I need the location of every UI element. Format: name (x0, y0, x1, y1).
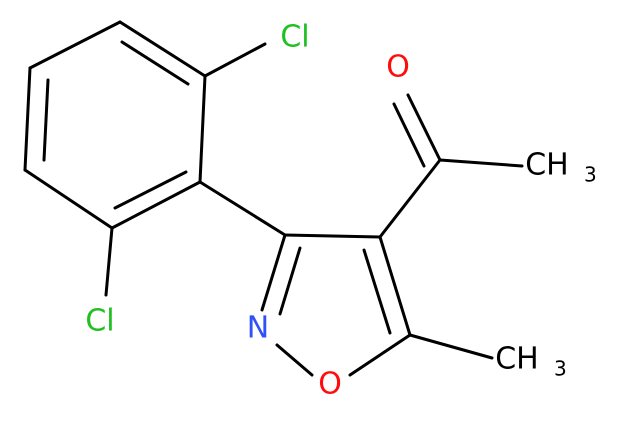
atom-label: CH (525, 148, 569, 183)
atom-label: N (247, 311, 269, 346)
atom-label: O (318, 367, 342, 402)
bonds (23, 20, 524, 377)
atom-label: Cl (85, 304, 114, 339)
atom-label: CH (495, 342, 539, 377)
atom-label: O (386, 50, 410, 85)
atom-label: Cl (280, 20, 309, 55)
atom-subscript: 3 (554, 357, 567, 381)
atom-subscript: 3 (584, 163, 597, 187)
